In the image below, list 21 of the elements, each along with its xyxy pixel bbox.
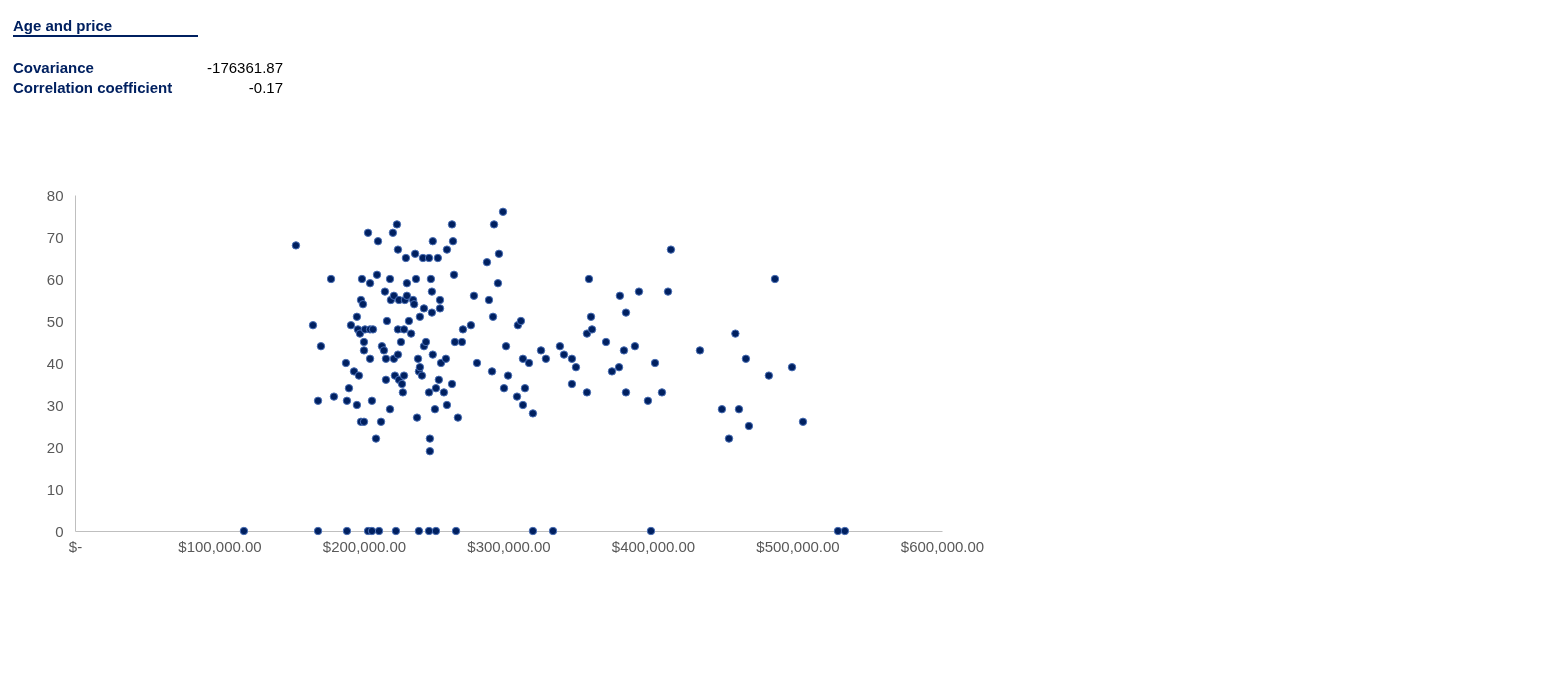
y-tick-label: 10 — [46, 480, 64, 498]
x-tick-label: $- — [68, 537, 83, 555]
text: Covariance — [13, 59, 95, 76]
x-tick-label: $200,000.00 — [322, 537, 407, 555]
y-tick-label: 50 — [46, 312, 64, 330]
x-tick-label: $400,000.00 — [611, 537, 696, 555]
y-tick-label: 80 — [46, 186, 64, 204]
chart-title: Age and price — [13, 17, 198, 37]
y-tick-label: 70 — [46, 228, 64, 246]
y-tick-label: 30 — [46, 396, 64, 414]
x-tick-label: $500,000.00 — [756, 537, 840, 555]
text: Correlation coefficient — [13, 79, 174, 96]
y-tick-label: 0 — [55, 522, 64, 540]
text: -176361.87 — [206, 59, 283, 76]
text: -0.17 — [247, 79, 283, 96]
y-tick-label: 20 — [46, 438, 64, 456]
x-tick-label: $300,000.00 — [467, 537, 551, 555]
y-tick-label: 60 — [46, 270, 64, 288]
x-tick-label: $600,000.00 — [900, 537, 985, 555]
x-tick-label: $100,000.00 — [178, 537, 262, 555]
y-tick-label: 40 — [46, 354, 64, 372]
